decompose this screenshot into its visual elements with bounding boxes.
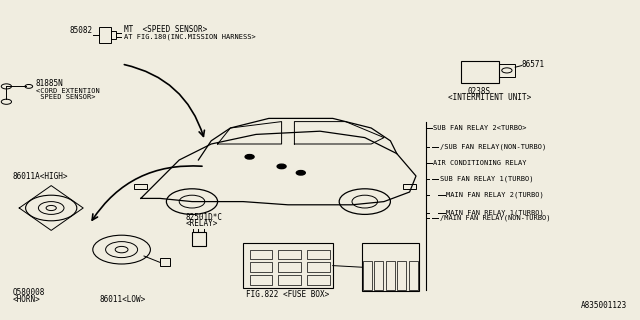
- Text: A835001123: A835001123: [581, 301, 627, 310]
- Text: <INTERMITENT UNIT>: <INTERMITENT UNIT>: [448, 93, 531, 102]
- Bar: [307, 262, 330, 272]
- Text: <CORD EXTENTION: <CORD EXTENTION: [36, 88, 100, 94]
- Text: MAIN FAN RELAY 1(TURBO): MAIN FAN RELAY 1(TURBO): [446, 210, 544, 216]
- Bar: [134, 184, 147, 189]
- Circle shape: [277, 164, 286, 169]
- Bar: [278, 250, 301, 259]
- Text: /MAIN FAN RELAY(NON-TURBO): /MAIN FAN RELAY(NON-TURBO): [440, 214, 550, 221]
- Bar: [409, 261, 418, 290]
- Text: <HORN>: <HORN>: [13, 295, 40, 304]
- Circle shape: [296, 171, 305, 175]
- Text: MT  <SPEED SENSOR>: MT <SPEED SENSOR>: [124, 25, 207, 34]
- Bar: [192, 232, 206, 246]
- Text: AIR CONDITIONING RELAY: AIR CONDITIONING RELAY: [433, 160, 527, 166]
- Bar: [250, 275, 272, 285]
- Text: FIG.822 <FUSE BOX>: FIG.822 <FUSE BOX>: [246, 290, 330, 299]
- Text: 86011A<HIGH>: 86011A<HIGH>: [13, 172, 68, 180]
- Text: Q580008: Q580008: [13, 288, 45, 297]
- Bar: [397, 261, 406, 290]
- Text: <RELAY>: <RELAY>: [186, 220, 218, 228]
- Bar: [243, 243, 333, 288]
- Bar: [307, 250, 330, 259]
- Text: SPEED SENSOR>: SPEED SENSOR>: [36, 94, 95, 100]
- Bar: [362, 243, 419, 291]
- Bar: [499, 64, 515, 77]
- Bar: [403, 184, 416, 189]
- Bar: [386, 261, 395, 290]
- Text: SUB FAN RELAY 2<TURBO>: SUB FAN RELAY 2<TURBO>: [433, 125, 527, 131]
- Bar: [363, 261, 372, 290]
- Bar: [461, 61, 499, 83]
- Bar: [111, 31, 116, 39]
- Text: /SUB FAN RELAY(NON-TURBO): /SUB FAN RELAY(NON-TURBO): [440, 144, 546, 150]
- Text: AT FIG.180(INC.MISSION HARNESS>: AT FIG.180(INC.MISSION HARNESS>: [124, 34, 255, 40]
- Bar: [278, 275, 301, 285]
- Bar: [99, 27, 111, 43]
- Bar: [307, 275, 330, 285]
- Text: 85082: 85082: [70, 26, 93, 35]
- Text: 81885N: 81885N: [36, 79, 63, 88]
- Bar: [250, 250, 272, 259]
- Text: MAIN FAN RELAY 2(TURBO): MAIN FAN RELAY 2(TURBO): [446, 192, 544, 198]
- Circle shape: [245, 155, 254, 159]
- Text: 86011<LOW>: 86011<LOW>: [99, 295, 145, 304]
- Text: 0238S: 0238S: [467, 87, 490, 96]
- Bar: [160, 258, 170, 266]
- Text: 82501D*C: 82501D*C: [186, 213, 223, 222]
- Text: SUB FAN RELAY 1(TURBO): SUB FAN RELAY 1(TURBO): [440, 176, 533, 182]
- Text: 86571: 86571: [522, 60, 545, 68]
- Bar: [374, 261, 383, 290]
- Bar: [278, 262, 301, 272]
- Bar: [250, 262, 272, 272]
